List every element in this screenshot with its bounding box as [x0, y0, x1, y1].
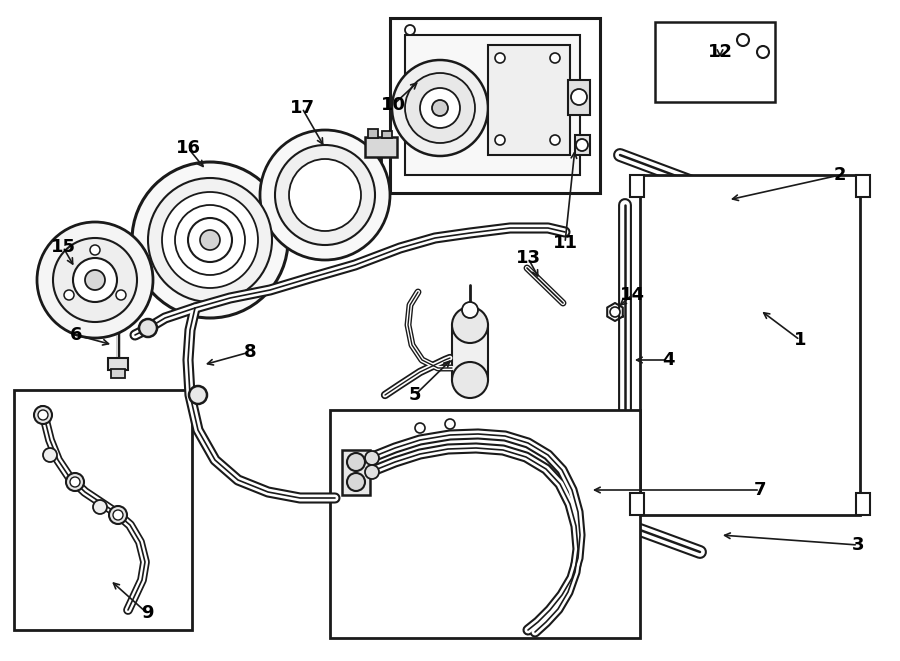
- Text: 14: 14: [619, 286, 644, 304]
- Text: 5: 5: [409, 386, 421, 404]
- Bar: [630, 175, 644, 197]
- Circle shape: [148, 178, 272, 302]
- Circle shape: [445, 419, 455, 429]
- Bar: [108, 358, 128, 370]
- Bar: [111, 369, 125, 378]
- Bar: [640, 175, 860, 515]
- Text: 8: 8: [244, 343, 256, 361]
- Bar: [856, 493, 870, 515]
- Text: 10: 10: [381, 96, 406, 114]
- Text: 7: 7: [754, 481, 766, 499]
- Bar: [405, 35, 580, 175]
- Circle shape: [550, 53, 560, 63]
- Circle shape: [116, 290, 126, 300]
- Circle shape: [188, 218, 232, 262]
- Circle shape: [415, 423, 425, 433]
- Circle shape: [610, 307, 620, 317]
- Bar: [575, 135, 590, 155]
- Circle shape: [737, 34, 749, 46]
- Text: 6: 6: [70, 326, 82, 344]
- Text: 4: 4: [662, 351, 674, 369]
- Bar: [452, 325, 488, 380]
- Circle shape: [550, 135, 560, 145]
- Bar: [342, 450, 370, 495]
- Bar: [14, 390, 192, 630]
- Circle shape: [260, 130, 390, 260]
- Circle shape: [576, 139, 588, 151]
- Circle shape: [495, 53, 505, 63]
- Circle shape: [405, 25, 415, 35]
- Circle shape: [43, 448, 57, 462]
- Circle shape: [90, 245, 100, 255]
- Circle shape: [757, 46, 769, 58]
- Circle shape: [275, 145, 375, 245]
- Circle shape: [392, 60, 488, 156]
- Circle shape: [85, 270, 105, 290]
- Circle shape: [93, 500, 107, 514]
- Circle shape: [53, 238, 137, 322]
- Circle shape: [347, 453, 365, 471]
- Text: 15: 15: [50, 238, 76, 256]
- Bar: [390, 18, 600, 193]
- Bar: [382, 131, 392, 138]
- Circle shape: [432, 100, 448, 116]
- Text: 3: 3: [851, 536, 864, 554]
- Text: 1: 1: [794, 331, 806, 349]
- Circle shape: [571, 89, 587, 105]
- Bar: [856, 175, 870, 197]
- Bar: [630, 493, 644, 515]
- Circle shape: [162, 192, 258, 288]
- Bar: [365, 137, 397, 157]
- Circle shape: [38, 410, 48, 420]
- Circle shape: [113, 510, 123, 520]
- Bar: [368, 129, 378, 138]
- Circle shape: [64, 290, 74, 300]
- Circle shape: [139, 319, 157, 337]
- Circle shape: [365, 451, 379, 465]
- Circle shape: [70, 477, 80, 487]
- Circle shape: [37, 222, 153, 338]
- Text: 9: 9: [140, 604, 153, 622]
- Circle shape: [495, 135, 505, 145]
- Text: 12: 12: [707, 43, 733, 61]
- Circle shape: [405, 73, 475, 143]
- Circle shape: [66, 473, 84, 491]
- Circle shape: [175, 205, 245, 275]
- Circle shape: [73, 258, 117, 302]
- Bar: [568, 80, 590, 115]
- Circle shape: [109, 506, 127, 524]
- Bar: [488, 45, 570, 155]
- Text: 13: 13: [516, 249, 541, 267]
- Text: 11: 11: [553, 234, 578, 252]
- Circle shape: [189, 386, 207, 404]
- Circle shape: [365, 465, 379, 479]
- Bar: [330, 410, 640, 638]
- Circle shape: [200, 230, 220, 250]
- Circle shape: [132, 162, 288, 318]
- Circle shape: [452, 307, 488, 343]
- Text: 2: 2: [833, 166, 846, 184]
- Circle shape: [347, 473, 365, 491]
- Circle shape: [289, 159, 361, 231]
- Circle shape: [34, 406, 52, 424]
- Circle shape: [452, 362, 488, 398]
- Text: 16: 16: [176, 139, 201, 157]
- Text: 17: 17: [290, 99, 314, 117]
- Circle shape: [420, 88, 460, 128]
- Circle shape: [462, 302, 478, 318]
- Bar: [655, 22, 775, 102]
